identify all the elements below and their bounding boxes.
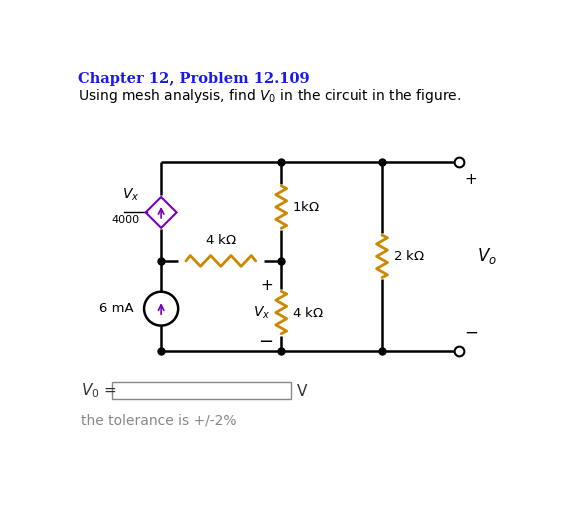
Text: 6 mA: 6 mA — [100, 302, 134, 315]
Text: V: V — [297, 384, 307, 399]
Text: 4000: 4000 — [111, 215, 139, 225]
Text: $V_x$: $V_x$ — [253, 304, 270, 321]
Text: +: + — [261, 278, 274, 293]
FancyBboxPatch shape — [72, 370, 518, 462]
Text: Chapter 12, Problem 12.109: Chapter 12, Problem 12.109 — [78, 72, 310, 86]
Text: 4 k$\Omega$: 4 k$\Omega$ — [292, 306, 324, 320]
Text: −: − — [259, 333, 274, 351]
Text: $V_0$ =: $V_0$ = — [81, 381, 117, 401]
Text: 4 k$\Omega$: 4 k$\Omega$ — [205, 233, 237, 247]
Text: Using mesh analysis, find $V_0$ in the circuit in the figure.: Using mesh analysis, find $V_0$ in the c… — [78, 87, 461, 105]
Text: +: + — [464, 172, 477, 187]
Text: the tolerance is +/-2%: the tolerance is +/-2% — [81, 414, 237, 428]
Text: 2 k$\Omega$: 2 k$\Omega$ — [393, 249, 425, 263]
Text: $V_o$: $V_o$ — [476, 247, 497, 266]
Text: 1k$\Omega$: 1k$\Omega$ — [292, 200, 320, 214]
FancyBboxPatch shape — [112, 382, 290, 399]
Text: −: − — [464, 324, 478, 342]
Text: $V_x$: $V_x$ — [122, 187, 139, 203]
